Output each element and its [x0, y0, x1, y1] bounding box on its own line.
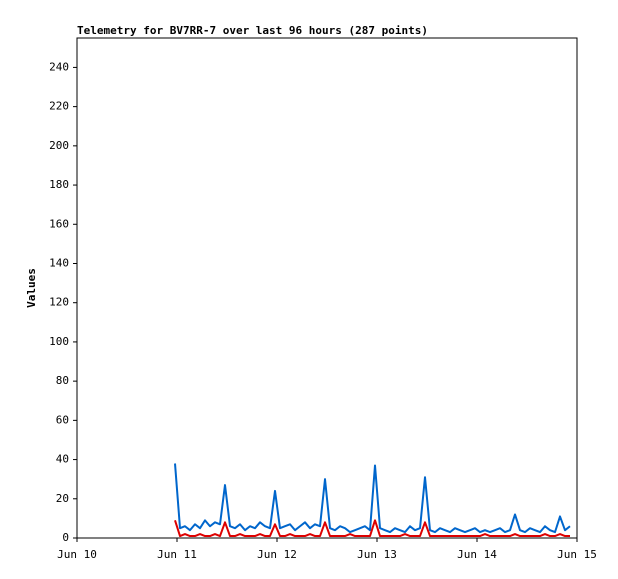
y-tick-label: 20 — [56, 492, 69, 505]
y-tick-label: 160 — [49, 217, 69, 230]
x-tick-label: Jun 12 — [257, 548, 297, 561]
y-tick-label: 40 — [56, 453, 69, 466]
x-tick-label: Jun 14 — [457, 548, 497, 561]
y-tick-label: 200 — [49, 139, 69, 152]
y-tick-label: 0 — [62, 531, 69, 544]
x-tick-label: Jun 13 — [357, 548, 397, 561]
x-tick-label: Jun 15 — [557, 548, 597, 561]
plot-frame — [76, 37, 578, 539]
x-tick-label: Jun 10 — [57, 548, 97, 561]
chart-title: Telemetry for BV7RR-7 over last 96 hours… — [77, 24, 428, 37]
y-tick-label: 220 — [49, 100, 69, 113]
y-tick-label: 60 — [56, 413, 69, 426]
y-tick-label: 140 — [49, 256, 69, 269]
y-tick-label: 120 — [49, 296, 69, 309]
series-line — [174, 463, 571, 534]
series-line — [174, 519, 570, 538]
y-tick-label: 80 — [56, 374, 69, 387]
y-tick-label: 240 — [49, 60, 69, 73]
y-tick-label: 180 — [49, 178, 69, 191]
x-tick-label: Jun 11 — [157, 548, 197, 561]
y-axis-label: Values — [25, 268, 38, 308]
y-tick-label: 100 — [49, 335, 69, 348]
